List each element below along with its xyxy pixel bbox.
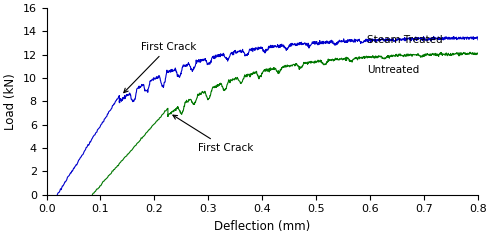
Text: Untreated: Untreated (367, 65, 420, 75)
Text: First Crack: First Crack (124, 42, 196, 93)
Text: Steam Treated: Steam Treated (367, 35, 443, 45)
Text: First Crack: First Crack (173, 115, 253, 153)
Y-axis label: Load (kN): Load (kN) (4, 73, 17, 130)
X-axis label: Deflection (mm): Deflection (mm) (214, 220, 310, 233)
